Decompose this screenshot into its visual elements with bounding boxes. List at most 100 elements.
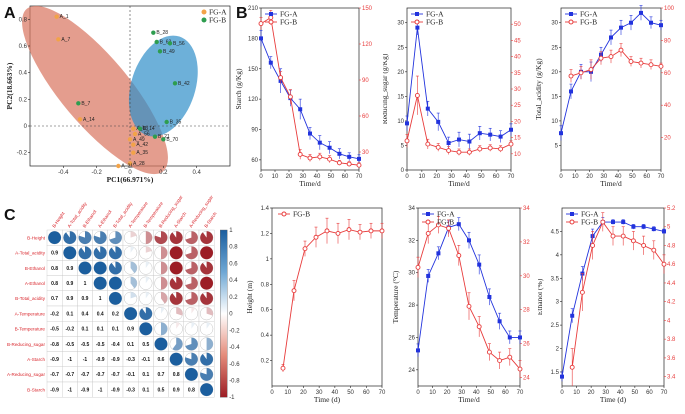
pca-point-label: A_7 xyxy=(61,37,70,43)
correlation-value: 0.9 xyxy=(66,266,73,272)
y2-tick-label: 24 xyxy=(523,376,530,382)
x-tick-label: 30 xyxy=(601,174,608,180)
y2-tick-label: 26 xyxy=(523,342,530,348)
y-tick-label: 0.8 xyxy=(261,282,270,288)
data-point-fg-b xyxy=(324,228,330,234)
y-tick-label: 2.5 xyxy=(551,323,560,329)
data-point-fg-b xyxy=(307,155,313,161)
correlation-value: -0.9 xyxy=(50,357,59,363)
y-tick-label: 0.6 xyxy=(261,308,270,314)
data-point-fg-b xyxy=(661,261,667,267)
data-point-fg-b xyxy=(287,94,293,100)
y-tick-label: 1.5 xyxy=(551,370,560,376)
data-point-fg-a xyxy=(347,154,352,159)
pie-slice xyxy=(161,322,168,336)
data-point-fg-a xyxy=(405,121,409,126)
x-tick-label: 70 xyxy=(508,174,515,180)
data-point-fg-a xyxy=(639,10,643,15)
pie-slice xyxy=(93,231,107,244)
data-point-fg-a xyxy=(609,35,613,40)
pie-slice xyxy=(185,276,198,290)
pie-slice xyxy=(145,292,150,299)
pie-slice xyxy=(139,322,153,336)
x-tick-label: 40 xyxy=(314,174,321,180)
pie-slice xyxy=(161,261,168,275)
data-point-fg-a xyxy=(559,131,563,136)
data-point-fg-b xyxy=(568,73,574,79)
x-tick-label: 50 xyxy=(328,174,335,180)
pie-slice xyxy=(109,231,122,244)
data-point-fg-b xyxy=(357,229,363,235)
x-tick-label: 40 xyxy=(615,174,622,180)
x-tick-label: 70 xyxy=(517,390,524,396)
x-tick-label: 0 xyxy=(128,170,132,176)
legend-label: FG-A xyxy=(581,210,599,219)
y-tick-label: 30 xyxy=(397,21,404,27)
series-line-fg-b xyxy=(571,221,665,368)
data-point-fg-b xyxy=(404,138,410,144)
colorbar-tick-label: -0.6 xyxy=(229,362,240,368)
x-tick-label: 60 xyxy=(502,390,509,396)
legend-marker xyxy=(568,19,574,25)
y-tick-label: 3.5 xyxy=(551,276,560,282)
pca-point-label: B_56 xyxy=(173,41,185,47)
correlation-value: -0.9 xyxy=(50,387,59,393)
legend-label: FG-B xyxy=(580,18,597,27)
data-point-fg-b xyxy=(278,75,284,81)
x-tick-label: 60 xyxy=(363,390,370,396)
y-tick-label: 20 xyxy=(397,70,404,76)
legend-label: FG-A xyxy=(580,10,598,19)
data-point-fg-b xyxy=(498,146,504,152)
column-label: B-Height xyxy=(51,210,66,228)
data-point-fg-a xyxy=(456,222,461,227)
panel-label-a: A xyxy=(4,5,16,22)
pca-point-label: B_35 xyxy=(170,120,182,126)
data-point-fg-b xyxy=(651,247,657,253)
pca-point xyxy=(151,30,156,35)
y-tick-label: 0.4 xyxy=(261,333,270,339)
x-tick-label: 30 xyxy=(602,390,609,396)
data-point-fg-b xyxy=(630,238,636,244)
pie-slice xyxy=(145,261,150,268)
x-tick-label: 20 xyxy=(433,174,440,180)
x-tick-label: 0 xyxy=(560,390,564,396)
correlation-value: 0.7 xyxy=(51,296,58,302)
x-tick-label: 10 xyxy=(272,174,279,180)
y2-tick-label: 90 xyxy=(362,78,369,84)
x-tick-label: 40 xyxy=(617,390,624,396)
y-axis-label: Starch (g/Kg) xyxy=(234,68,243,110)
y-tick-label: 0.8 xyxy=(19,17,28,23)
series-line-fg-b xyxy=(260,16,360,166)
x-tick-label: 10 xyxy=(429,390,436,396)
legend-marker xyxy=(569,219,575,225)
x-tick-label: 40 xyxy=(332,390,339,396)
pca-point xyxy=(172,81,178,86)
data-point-fg-a xyxy=(436,119,441,124)
row-label: B-Ethanol xyxy=(25,266,45,271)
data-point-fg-a xyxy=(629,20,633,25)
x-tick-label: 30 xyxy=(458,390,465,396)
x-tick-label: 50 xyxy=(632,390,639,396)
legend-marker xyxy=(268,19,274,25)
data-point-fg-b xyxy=(446,225,452,231)
y-tick-label: 10 xyxy=(397,119,404,125)
row-label: B-Reducing_sugar xyxy=(7,342,46,347)
correlation-value: 0.7 xyxy=(158,372,165,378)
x-tick-label: 50 xyxy=(488,390,495,396)
data-point-fg-b xyxy=(569,364,575,370)
data-point-fg-b xyxy=(620,233,626,239)
data-point-fg-b xyxy=(497,358,503,364)
correlation-value: -0.3 xyxy=(126,357,135,363)
row-label: A-Temperature xyxy=(15,311,46,316)
pca-point-label: B_49 xyxy=(163,49,175,55)
y2-tick-label: 15 xyxy=(514,136,521,142)
y2-tick-label: 35 xyxy=(514,71,521,77)
x-tick-label: 0.4 xyxy=(192,170,201,176)
data-point-fg-b xyxy=(356,162,362,168)
pca-point xyxy=(127,137,133,142)
data-point-fg-a xyxy=(488,132,493,137)
pca-point xyxy=(131,126,136,131)
y2-tick-label: 34 xyxy=(523,206,530,212)
x-tick-label: 20 xyxy=(300,390,307,396)
y2-tick-label: 28 xyxy=(523,308,530,314)
